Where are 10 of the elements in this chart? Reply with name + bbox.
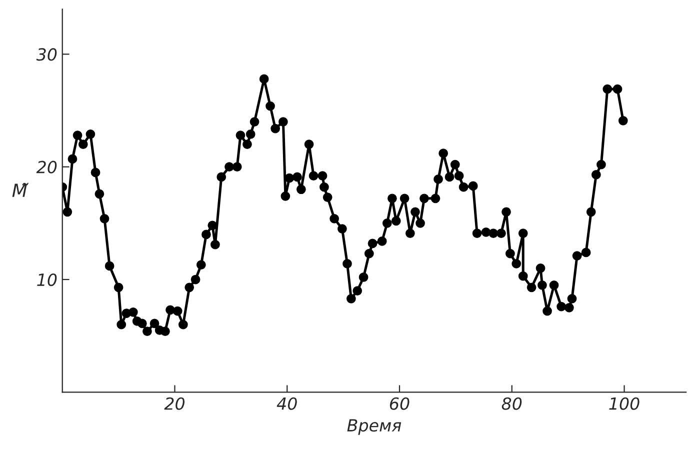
x-tick-label: 20 [164,397,185,410]
y-axis-title: M̃ [12,182,29,197]
x-tick-label: 40 [276,397,297,410]
x-axis-title: Время [347,419,402,435]
y-tick-label: 30 [36,48,57,61]
y-tick-label: 20 [36,160,57,174]
x-tick-label: 80 [502,397,522,410]
x-tick-label: 100 [609,397,640,410]
x-tick-label: 60 [390,397,410,410]
y-tick-label: 10 [37,273,57,286]
